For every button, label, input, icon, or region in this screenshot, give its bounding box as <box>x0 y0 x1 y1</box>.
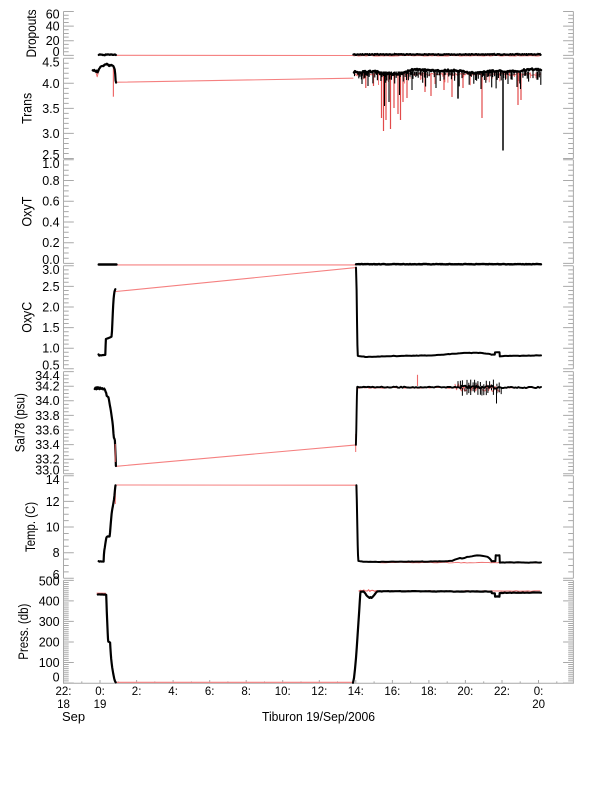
svg-text:18: 18 <box>57 699 70 711</box>
svg-text:Sal78 (psu): Sal78 (psu) <box>13 393 28 452</box>
svg-text:20:: 20: <box>457 686 473 698</box>
svg-text:60: 60 <box>46 8 60 22</box>
svg-text:16:: 16: <box>384 686 400 698</box>
svg-text:0.8: 0.8 <box>42 174 59 188</box>
svg-text:33.4: 33.4 <box>35 438 59 452</box>
svg-text:OxyC: OxyC <box>20 302 35 333</box>
svg-text:18:: 18: <box>421 686 437 698</box>
svg-text:4:: 4: <box>168 686 178 698</box>
svg-text:33.6: 33.6 <box>35 423 59 437</box>
svg-text:20: 20 <box>46 34 60 48</box>
svg-text:12:: 12: <box>311 686 327 698</box>
svg-text:100: 100 <box>39 656 60 670</box>
svg-text:19: 19 <box>94 699 107 711</box>
svg-text:0.4: 0.4 <box>42 215 59 229</box>
svg-text:40: 40 <box>46 20 60 34</box>
svg-text:0:: 0: <box>95 686 105 698</box>
svg-text:Tiburon 19/Sep/2006: Tiburon 19/Sep/2006 <box>262 709 375 724</box>
svg-text:2.5: 2.5 <box>42 280 59 294</box>
svg-text:0.0: 0.0 <box>42 253 59 267</box>
svg-text:3.5: 3.5 <box>42 102 59 116</box>
svg-text:300: 300 <box>39 615 60 629</box>
svg-text:8:: 8: <box>241 686 251 698</box>
svg-text:1.0: 1.0 <box>42 157 59 171</box>
svg-text:0: 0 <box>53 671 60 685</box>
svg-text:2:: 2: <box>132 686 142 698</box>
svg-text:Temp. (C): Temp. (C) <box>23 502 38 552</box>
svg-text:22:: 22: <box>494 686 510 698</box>
svg-text:0.5: 0.5 <box>42 358 59 372</box>
svg-text:33.0: 33.0 <box>35 463 59 477</box>
svg-text:2.0: 2.0 <box>42 300 59 314</box>
svg-text:Trans: Trans <box>20 93 35 124</box>
svg-text:12: 12 <box>46 495 60 509</box>
svg-text:8: 8 <box>53 546 60 560</box>
svg-text:400: 400 <box>39 594 60 608</box>
svg-text:34.4: 34.4 <box>35 369 59 383</box>
svg-text:2.5: 2.5 <box>42 148 59 162</box>
svg-text:20: 20 <box>532 699 545 711</box>
svg-text:0.6: 0.6 <box>42 195 59 209</box>
svg-text:4.5: 4.5 <box>42 56 59 70</box>
svg-text:Dropouts: Dropouts <box>24 9 39 57</box>
svg-text:OxyT: OxyT <box>20 197 35 227</box>
svg-text:22:: 22: <box>56 686 72 698</box>
svg-text:0: 0 <box>53 45 60 59</box>
svg-text:3.0: 3.0 <box>42 127 59 141</box>
svg-text:1.5: 1.5 <box>42 321 59 335</box>
svg-text:14:: 14: <box>348 686 364 698</box>
svg-text:33.8: 33.8 <box>35 409 59 423</box>
svg-text:10: 10 <box>46 520 60 534</box>
svg-text:10:: 10: <box>275 686 291 698</box>
svg-text:34.0: 34.0 <box>35 394 59 408</box>
svg-text:500: 500 <box>39 575 60 589</box>
svg-text:3.0: 3.0 <box>42 263 59 277</box>
svg-text:0.2: 0.2 <box>42 236 59 250</box>
svg-text:Sep: Sep <box>62 709 85 724</box>
svg-text:1.0: 1.0 <box>42 342 59 356</box>
svg-text:14: 14 <box>46 473 60 487</box>
svg-text:200: 200 <box>39 635 60 649</box>
svg-text:6: 6 <box>53 568 60 582</box>
svg-text:34.2: 34.2 <box>35 380 59 394</box>
svg-text:33.2: 33.2 <box>35 453 59 467</box>
svg-text:4.0: 4.0 <box>42 77 59 91</box>
svg-text:Press. (db): Press. (db) <box>16 604 31 660</box>
svg-text:0:: 0: <box>534 686 544 698</box>
svg-text:6:: 6: <box>205 686 215 698</box>
